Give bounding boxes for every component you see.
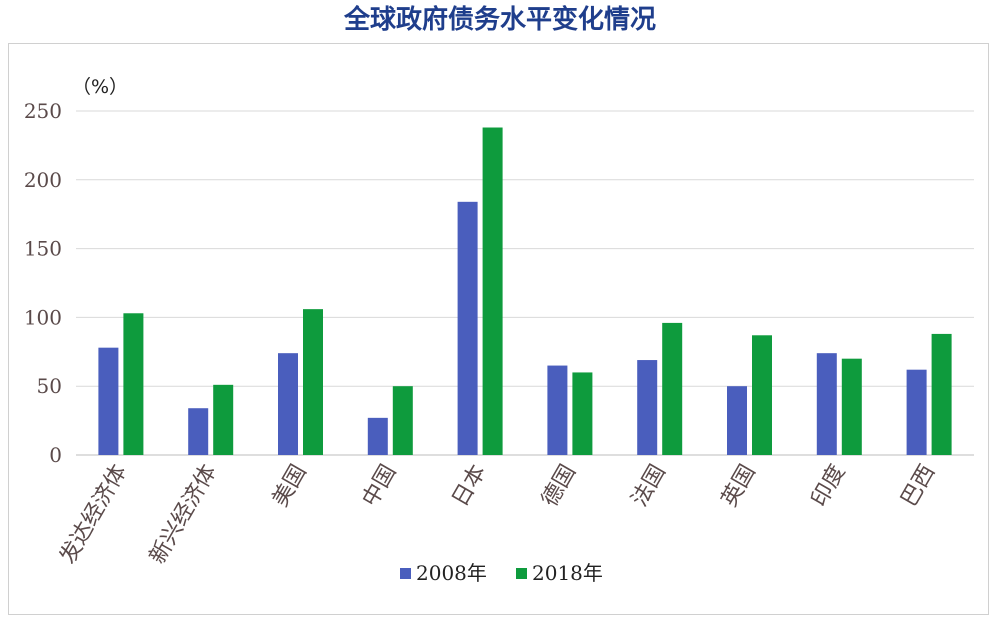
- x-axis-labels: 发达经济体 新兴经济体 美国 中国 日本 德国 法国 英国 印度 巴西: [55, 460, 940, 568]
- bar-series1: [278, 353, 298, 455]
- legend-swatch: [400, 568, 411, 579]
- legend-swatch: [516, 568, 527, 579]
- gridlines: [76, 110, 974, 456]
- bar-series2: [303, 309, 323, 455]
- y-tick-label: 200: [24, 168, 62, 192]
- y-tick-label: 100: [24, 305, 62, 329]
- x-tick-label: 德国: [537, 461, 581, 512]
- bar-series1: [547, 365, 568, 455]
- y-axis-ticks: 0 50 100 150 200 250: [24, 99, 62, 467]
- bar-series2: [123, 313, 144, 455]
- bar-series1: [637, 360, 658, 455]
- x-tick-label: 巴西: [897, 461, 941, 512]
- legend-label: 2008年: [416, 561, 487, 585]
- bar-series2: [752, 335, 772, 455]
- bar-series2: [931, 333, 952, 455]
- bar-series2: [662, 322, 683, 455]
- bar-series2: [572, 372, 593, 455]
- bar-series1: [188, 408, 209, 455]
- bar-series2: [392, 386, 413, 455]
- y-axis-unit: （%）: [72, 76, 128, 98]
- y-tick-label: 150: [24, 237, 62, 261]
- y-tick-label: 250: [24, 99, 62, 123]
- chart-frame: [8, 43, 989, 615]
- y-tick-label: 0: [49, 443, 62, 467]
- bar-series2: [841, 358, 862, 455]
- legend: 2008年 2018年: [400, 561, 603, 585]
- x-tick-label: 发达经济体: [55, 461, 132, 569]
- bar-series1: [367, 417, 388, 455]
- bars: [98, 127, 952, 456]
- y-tick-label: 50: [37, 374, 62, 398]
- bar-series2: [213, 384, 234, 455]
- x-tick-label: 中国: [358, 461, 402, 512]
- x-tick-label: 日本: [448, 460, 492, 511]
- bar-series2: [482, 127, 503, 456]
- chart-title: 全球政府债务水平变化情况: [343, 5, 656, 35]
- x-tick-label: 新兴经济体: [145, 461, 222, 569]
- bar-series1: [906, 369, 927, 455]
- x-tick-label: 英国: [717, 461, 761, 512]
- x-tick-label: 美国: [268, 461, 312, 512]
- x-tick-label: 法国: [627, 461, 671, 512]
- bar-series1: [727, 386, 747, 455]
- bar-series1: [457, 201, 478, 455]
- x-tick-label: 印度: [807, 461, 851, 512]
- bar-series1: [98, 347, 119, 455]
- bar-series1: [816, 353, 837, 455]
- legend-label: 2018年: [532, 561, 603, 585]
